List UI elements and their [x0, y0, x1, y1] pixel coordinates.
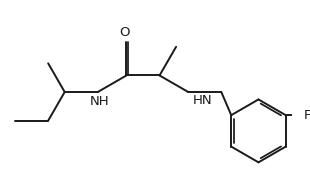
Text: O: O	[120, 26, 130, 39]
Text: HN: HN	[193, 94, 213, 107]
Text: NH: NH	[90, 95, 109, 108]
Text: F: F	[304, 109, 310, 122]
